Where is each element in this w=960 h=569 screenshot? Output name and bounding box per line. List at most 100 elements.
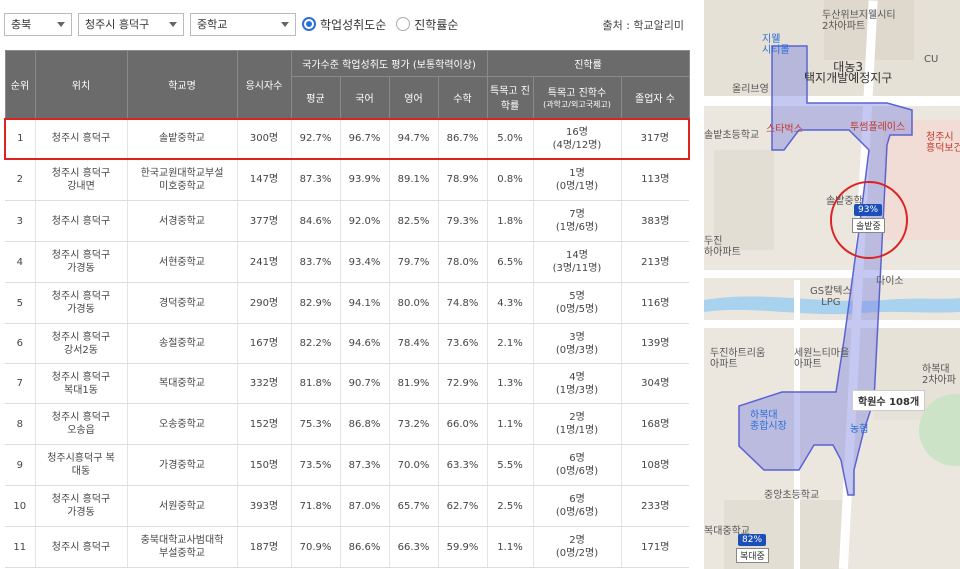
chevron-down-icon <box>57 21 65 27</box>
cell-avg: 92.7% <box>290 117 340 160</box>
cell-special-count-line: 4명 <box>569 371 585 383</box>
cell-special-count-line: (0명/1명) <box>555 180 599 192</box>
cell-avg: 81.8% <box>290 363 340 404</box>
cell-special-count-line: (0명/2명) <box>555 548 599 559</box>
cell-special-count-line: 14명 <box>566 250 588 261</box>
bokdae-school-pin-label: 복대중 <box>736 548 769 563</box>
table-row[interactable]: 1 청주시 흥덕구 솔밭중학교 300명 92.7% 96.7% 94.7% 86.7% 5.0… <box>4 117 691 160</box>
cell-examinees: 147명 <box>236 158 291 201</box>
header-math: 수학 <box>437 76 488 119</box>
cell-location: 청주시 흥덕구 가경동 <box>34 241 127 283</box>
table-row[interactable]: 2 청주시 흥덕구 강내면 한국교원대학교부설 미호중학교 147명 87.3% 93.9% 8… <box>5 158 690 201</box>
sort-achievement-radio[interactable]: 학업성취도순 <box>302 16 386 33</box>
academy-count-badge[interactable]: 학원수 108개 <box>852 390 926 411</box>
sort-achievement-label: 학업성취도순 <box>320 17 387 32</box>
table-row[interactable]: 7 청주시 흥덕구 복대1동 복대중학교 332명 81.8% 90.7% 81.9% 72.9… <box>5 363 690 404</box>
cell-graduates: 171명 <box>620 526 690 568</box>
cell-rank: 11 <box>5 526 35 568</box>
cell-special-rate: 4.3% <box>486 282 533 324</box>
cell-special-count-line: (3명/11명) <box>552 263 602 274</box>
cell-school: 복대중학교 <box>126 363 237 404</box>
header-korean: 국어 <box>339 76 390 119</box>
cell-english: 78.4% <box>388 323 438 364</box>
cell-school-line: 부설중학교 <box>159 548 205 559</box>
table-row[interactable]: 6 청주시 흥덕구 강서2동 송절중학교 167명 82.2% 94.6% 78.4% 73.6… <box>5 323 690 364</box>
cell-school-line: 서현중학교 <box>159 256 205 268</box>
cell-avg: 83.7% <box>290 241 340 283</box>
cell-english: 66.3% <box>388 526 438 568</box>
cell-school-line: 서원중학교 <box>159 500 205 512</box>
cell-special-count: 14명 (3명/11명) <box>532 241 621 283</box>
cell-graduates: 139명 <box>620 323 690 364</box>
cell-school-line: 경덕중학교 <box>159 297 205 309</box>
cell-math: 62.7% <box>437 485 487 527</box>
cell-special-count-line: (4명/12명) <box>552 139 602 151</box>
cell-english: 81.9% <box>388 363 438 404</box>
cell-school-line: 한국교원대학교부설 <box>140 167 224 179</box>
level-select[interactable]: 중학교 <box>190 12 296 36</box>
cell-rank: 7 <box>5 363 35 404</box>
cell-school-line: 충북대학교사범대학 <box>140 535 224 546</box>
cell-graduates: 213명 <box>620 241 690 283</box>
sort-advance-radio[interactable]: 진학률순 <box>396 16 458 33</box>
header-avg: 평균 <box>290 76 341 119</box>
radio-unchecked-icon <box>396 17 411 31</box>
district-select-value: 청주시 흥덕구 <box>85 18 150 31</box>
cell-special-rate: 5.5% <box>486 444 533 486</box>
table-row[interactable]: 9 청주시흥덕구 복 대동 가경중학교 150명 73.5% 87.3% 70.0% 63.3%… <box>5 444 690 486</box>
map-label-jibel: 지웰 시티몰 <box>762 34 790 56</box>
cell-rank: 8 <box>5 403 35 445</box>
cell-location-line: 청주시 흥덕구 <box>51 167 111 179</box>
cell-math: 59.9% <box>437 526 487 568</box>
table-row[interactable]: 10 청주시 흥덕구 가경동 서원중학교 393명 71.8% 87.0% 65.7% 62.7… <box>5 485 690 527</box>
cell-examinees: 150명 <box>236 444 291 486</box>
cell-special-rate: 2.1% <box>486 323 533 364</box>
table-row[interactable]: 5 청주시 흥덕구 가경동 경덕중학교 290명 82.9% 94.1% 80.0% 74.8%… <box>5 282 690 324</box>
cell-rank: 10 <box>5 485 35 527</box>
district-select[interactable]: 청주시 흥덕구 <box>78 12 184 36</box>
cell-graduates: 108명 <box>620 444 690 486</box>
table-row[interactable]: 4 청주시 흥덕구 가경동 서현중학교 241명 83.7% 93.4% 79.7% 78.0%… <box>5 241 690 283</box>
table-row[interactable]: 11 청주시 흥덕구 충북대학교사범대학 부설중학교 187명 70.9% 86.6% 66.… <box>5 526 690 568</box>
map-label-solbat-mid: 솔밭중학 <box>826 196 863 207</box>
radio-checked-icon <box>302 17 316 31</box>
cell-location-line: 강내면 <box>67 180 95 192</box>
header-location: 위치 <box>34 50 128 119</box>
cell-graduates: 116명 <box>620 282 690 324</box>
map-label-starbucks: 스타벅스 <box>766 124 803 135</box>
cell-math: 73.6% <box>437 323 487 364</box>
cell-school-line: 솔밭중학교 <box>159 133 205 144</box>
cell-location-line: 청주시흥덕구 복 <box>47 453 115 464</box>
cell-english: 65.7% <box>388 485 438 527</box>
cell-examinees: 300명 <box>236 117 291 160</box>
cell-school-line: 서경중학교 <box>159 215 205 227</box>
cell-special-rate: 1.1% <box>486 403 533 445</box>
header-english: 영어 <box>388 76 439 119</box>
map-label-solbat-elem: 솔밭초등학교 <box>704 130 760 141</box>
cell-special-count-line: (0명/6명) <box>555 507 599 518</box>
cell-location-line: 가경동 <box>67 304 95 315</box>
cell-location-line: 청주시 흥덕구 <box>51 291 111 302</box>
map-panel[interactable]: 지웰 시티몰 두산위브지웰시티 2차아파트 CU 대농3 택지개발예정지구 올리… <box>704 0 960 569</box>
map-canvas[interactable] <box>704 0 960 569</box>
table-row[interactable]: 8 청주시 흥덕구 오송읍 오송중학교 152명 75.3% 86.8% 73.2% 66.0%… <box>5 403 690 445</box>
header-special-count-label: 특목고 진학수 <box>547 88 607 100</box>
solbat-school-pin-label: 솔밭중 <box>852 218 885 233</box>
bokdae-school-pin[interactable]: 82% <box>738 534 767 546</box>
cell-english: 73.2% <box>388 403 438 445</box>
region-select[interactable]: 충북 <box>4 12 72 36</box>
cell-special-count-line: (1명/6명) <box>555 222 599 233</box>
cell-location: 청주시 흥덕구 강서2동 <box>34 323 127 364</box>
cell-special-count-line: (1명/3명) <box>555 384 599 396</box>
solbat-school-pin[interactable]: 93% <box>854 204 883 216</box>
cell-special-count: 7명 (1명/6명) <box>532 200 621 242</box>
cell-korean: 86.6% <box>339 526 389 568</box>
cell-location: 청주시 흥덕구 복대1동 <box>34 363 127 404</box>
cell-school: 오송중학교 <box>126 403 237 445</box>
table-row[interactable]: 3 청주시 흥덕구 서경중학교 377명 84.6% 92.0% 82.5% 79.3% 1.8… <box>5 200 690 242</box>
cell-location-line: 청주시 흥덕구 <box>51 371 111 383</box>
map-label-dusan: 두산위브지웰시티 2차아파트 <box>822 10 896 32</box>
cell-location-line: 강서2동 <box>64 344 98 356</box>
